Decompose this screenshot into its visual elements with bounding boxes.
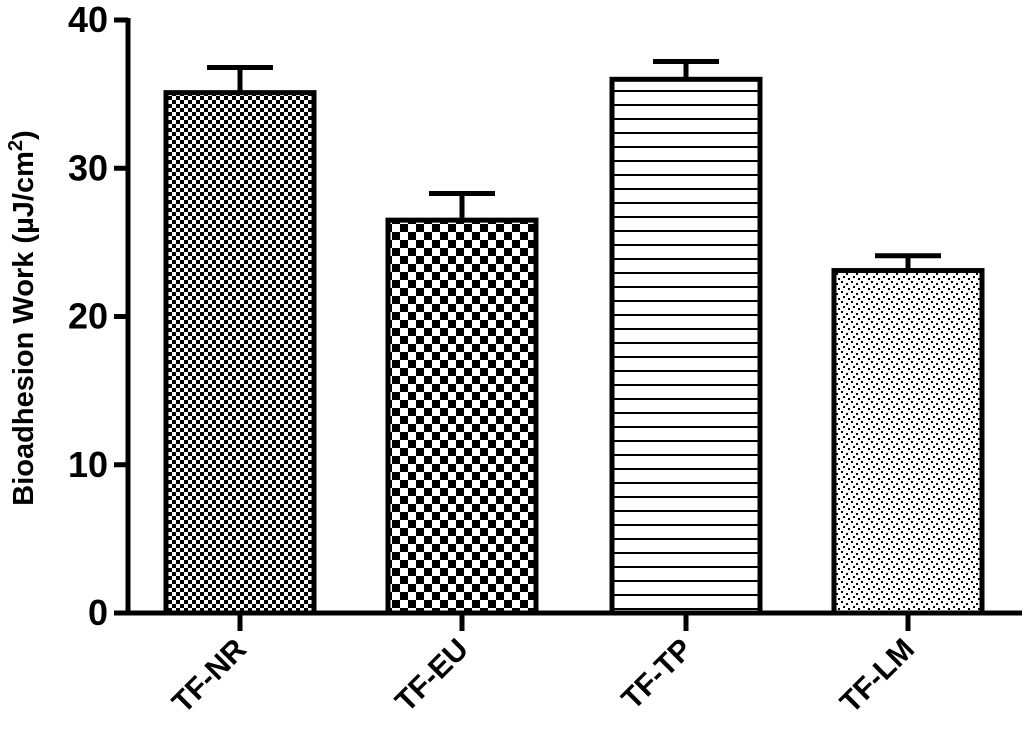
x-tick-label: TF-TP: [616, 633, 699, 716]
x-tick-label: TF-EU: [389, 633, 475, 719]
bar-tf-nr: [163, 90, 317, 616]
y-axis-label-main: Bioadhesion Work (µJ/cm: [8, 151, 40, 506]
x-ticks-group: TF-NR TF-EU TF-TP TF-LM: [166, 613, 921, 720]
bar-tf-eu: [385, 217, 539, 616]
error-bars-group: [207, 59, 941, 271]
y-axis-label-sup: 2: [5, 140, 27, 151]
y-tick-label: 10: [68, 444, 108, 485]
bars-group: [163, 76, 985, 616]
y-axis-label-close: ): [8, 130, 40, 140]
x-tick-label: TF-LM: [834, 633, 921, 720]
y-axis-label: Bioadhesion Work (µJ/cm2): [5, 130, 40, 505]
y-ticks-group: 0 10 20 30 40: [68, 0, 128, 633]
y-tick-label: 40: [68, 0, 108, 40]
bar-tf-lm: [831, 268, 985, 616]
y-tick-label: 0: [88, 592, 108, 633]
y-tick-label: 30: [68, 147, 108, 188]
x-tick-label: TF-NR: [166, 632, 253, 719]
y-tick-label: 20: [68, 296, 108, 337]
bar-tf-tp: [609, 76, 763, 616]
